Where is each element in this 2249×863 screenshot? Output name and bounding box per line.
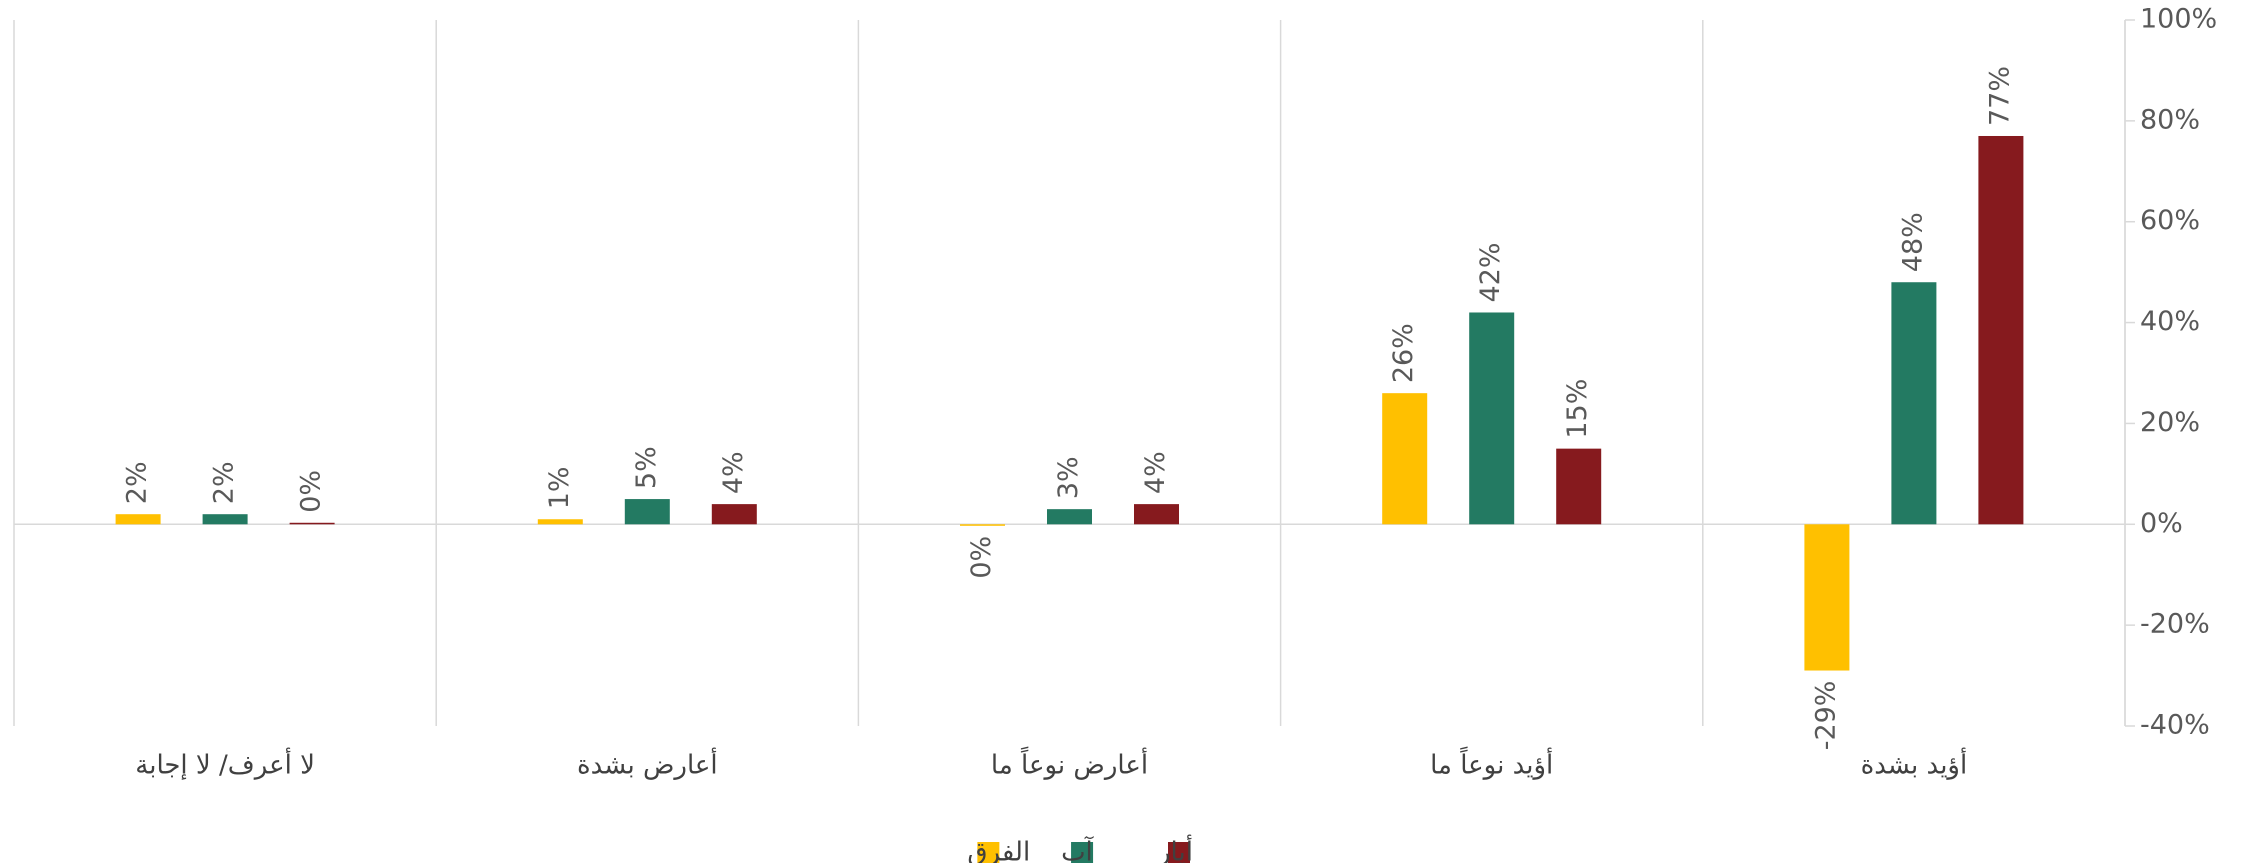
legend-label: الفرق (967, 838, 1030, 863)
legend-swatch (1168, 842, 1190, 863)
data-label: 15% (1562, 379, 1593, 439)
data-label: 77% (1984, 66, 2015, 126)
x-tick-label: أعارض بشدة (577, 747, 718, 781)
x-tick-label: أعارض نوعاً ما (991, 746, 1148, 781)
y-tick-label: 60% (2140, 205, 2200, 236)
y-tick-label: -20% (2140, 609, 2210, 640)
x-tick-label: لا أعرف/ لا إجابة (135, 747, 315, 781)
legend-swatch (977, 842, 1000, 863)
data-label: 2% (122, 461, 153, 504)
data-label: 5% (631, 446, 662, 489)
data-label: 4% (1140, 451, 1171, 494)
bar (289, 522, 335, 525)
bar (1891, 282, 1937, 525)
bar (1978, 135, 2024, 525)
y-tick-label: 80% (2140, 104, 2200, 135)
data-label: 48% (1897, 212, 1928, 272)
data-label: 1% (544, 466, 575, 509)
legend-swatch (1071, 842, 1094, 863)
bar (1047, 509, 1092, 525)
y-tick-label: -40% (2140, 710, 2210, 741)
y-tick-label: 20% (2140, 407, 2200, 438)
legend-label: أيار (1156, 834, 1193, 863)
data-label: 2% (209, 461, 240, 504)
bar (624, 499, 670, 525)
bar (202, 514, 248, 525)
bar (1556, 448, 1602, 525)
x-tick-label: أؤيد بشدة (1861, 747, 1968, 781)
y-tick-label: 40% (2140, 306, 2200, 337)
y-tick-label: 0% (2140, 508, 2183, 539)
data-label: 4% (718, 451, 749, 494)
data-label: 26% (1388, 323, 1419, 383)
y-tick-label: 100% (2140, 4, 2217, 35)
bar (960, 524, 1005, 526)
data-label: 0% (296, 470, 327, 513)
data-label: -29% (1810, 681, 1841, 751)
bar (1804, 524, 1850, 671)
bar (115, 514, 161, 525)
data-label: 42% (1475, 242, 1506, 302)
bar (711, 504, 757, 525)
bar (1134, 504, 1179, 525)
x-tick-label: أؤيد نوعاً ما (1430, 746, 1553, 781)
data-label: 0% (966, 536, 997, 579)
bar (1382, 393, 1428, 525)
legend-label: آب (1061, 836, 1094, 863)
bar (1469, 312, 1515, 525)
data-label: 3% (1053, 456, 1084, 499)
bar (537, 519, 583, 525)
